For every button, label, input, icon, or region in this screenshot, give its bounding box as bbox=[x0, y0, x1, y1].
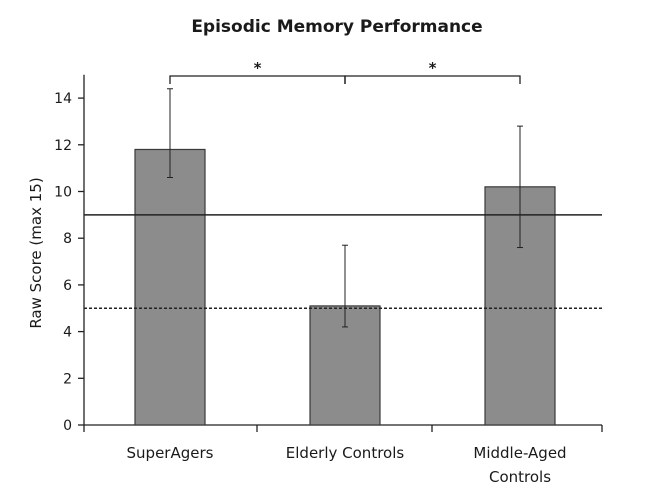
x-tick-label: Elderly Controls bbox=[286, 444, 405, 462]
x-tick-label: Controls bbox=[489, 468, 551, 486]
significance-marker: * bbox=[254, 59, 262, 77]
y-tick-label: 14 bbox=[54, 91, 72, 107]
y-tick-label: 0 bbox=[63, 418, 72, 434]
y-tick-label: 4 bbox=[63, 325, 72, 341]
plot-area: 0 2 4 6 8 10 12 14 SuperAgers Elderly Controls Mid… bbox=[54, 59, 603, 486]
y-tick-label: 12 bbox=[54, 138, 72, 154]
y-tick-label: 8 bbox=[63, 231, 72, 247]
significance-bracket bbox=[344, 75, 521, 84]
y-tick-label: 10 bbox=[54, 185, 72, 201]
y-tick-label: 6 bbox=[63, 278, 72, 294]
significance-marker: * bbox=[429, 59, 437, 77]
significance-bracket bbox=[169, 75, 346, 84]
y-tick-label: 2 bbox=[63, 371, 72, 387]
x-tick-label: Middle-Aged bbox=[473, 444, 566, 462]
y-axis-label: Raw Score (max 15) bbox=[27, 177, 45, 328]
bar bbox=[134, 148, 206, 426]
x-tick-label: SuperAgers bbox=[127, 444, 214, 462]
chart-title: Episodic Memory Performance bbox=[191, 17, 482, 37]
